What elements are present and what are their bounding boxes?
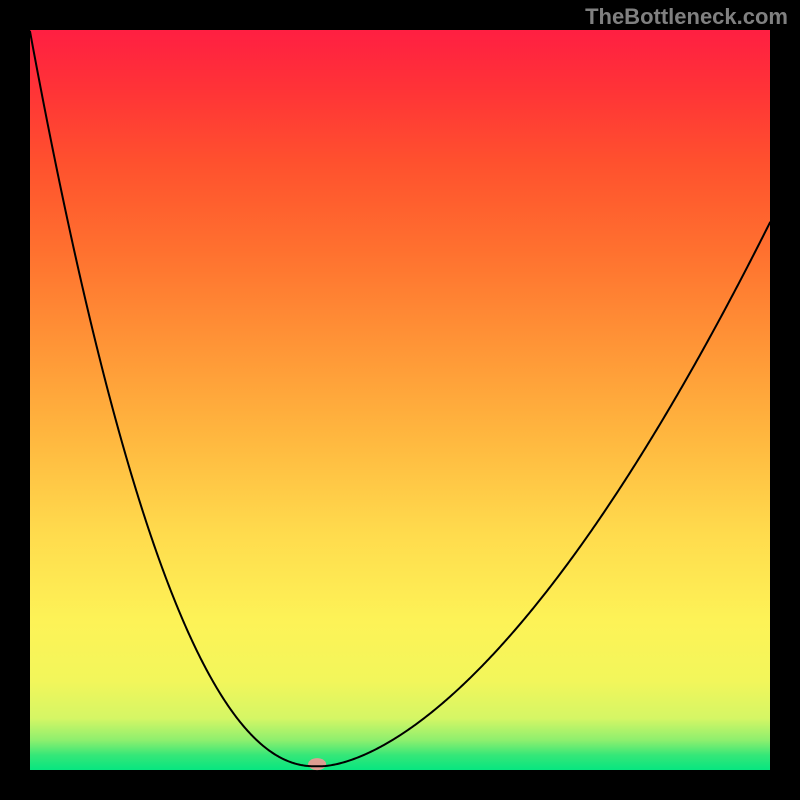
plot-background (30, 30, 770, 770)
watermark-text: TheBottleneck.com (585, 4, 788, 30)
bottleneck-chart (0, 0, 800, 800)
chart-container: TheBottleneck.com (0, 0, 800, 800)
min-marker (308, 758, 326, 770)
